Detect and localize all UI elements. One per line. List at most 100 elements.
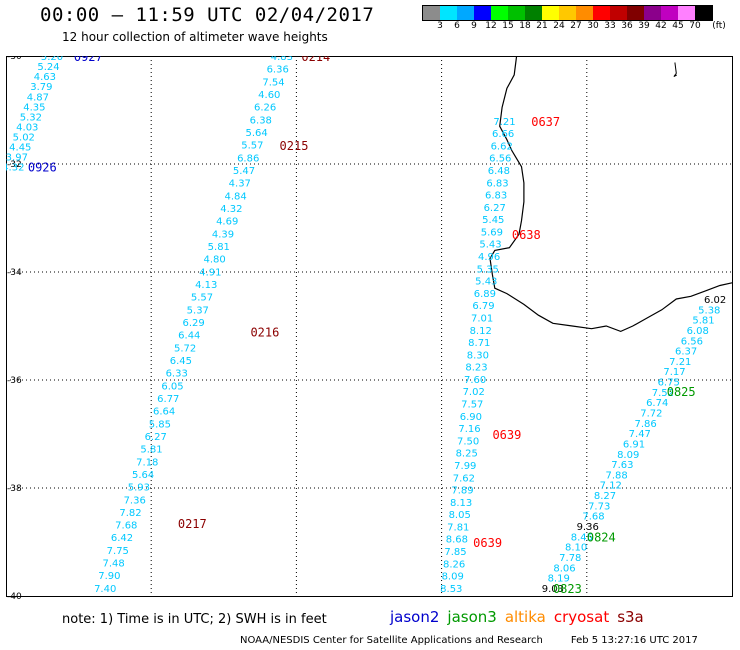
swh-value: 4.96	[478, 252, 500, 263]
swh-value: 5.57	[191, 293, 213, 304]
page-title: 00:00 – 11:59 UTC 02/04/2017	[40, 4, 375, 26]
swh-value: 5.93	[128, 483, 150, 494]
lat-lon-grid	[6, 56, 733, 597]
swh-value: 5.38	[698, 305, 720, 316]
swh-value: 6.86	[237, 153, 259, 164]
pass-time-label: 0823	[553, 582, 582, 596]
swh-value: 5.72	[174, 343, 196, 354]
swh-value: 8.26	[443, 559, 465, 570]
swh-value: 7.73	[588, 501, 610, 512]
swh-value: 7.68	[115, 521, 137, 532]
axis-labels: 105108111114117120-30-32-34-36-38-40	[7, 56, 22, 600]
legend-swatch	[491, 6, 508, 20]
swh-value: 8.13	[450, 498, 472, 509]
swh-value: 7.99	[454, 461, 476, 472]
swh-value: 6.42	[111, 533, 133, 544]
swh-value: 4.84	[224, 191, 246, 202]
swh-value: 6.44	[178, 331, 200, 342]
legend-tick-label: 6	[454, 21, 460, 31]
swh-value: 7.89	[451, 486, 473, 497]
swh-value: 8.27	[594, 491, 616, 502]
legend-swatch	[661, 6, 678, 20]
swh-value: 5.35	[477, 264, 499, 275]
swh-value: 6.90	[460, 412, 482, 423]
lat-tick-label: -34	[7, 268, 22, 278]
swh-value: 5.64	[245, 128, 267, 139]
swh-value: 5.32	[20, 112, 42, 123]
swh-value: 6.37	[675, 347, 697, 358]
legend-swatch	[440, 6, 457, 20]
legend-tick-label: 39	[638, 21, 650, 31]
swh-value: 7.17	[663, 367, 685, 378]
swh-value: 8.68	[446, 535, 468, 546]
swh-value: 7.85	[444, 547, 466, 558]
swh-value: 7.75	[107, 546, 129, 557]
swh-legend-ticks: 3 6 9 12 15 18 21 24 27 30 33 36 39 42 45 70 (ft)	[422, 21, 740, 33]
swh-value: 6.27	[145, 432, 167, 443]
swh-value: 3.79	[30, 82, 52, 93]
swh-value: 5.47	[233, 166, 255, 177]
swh-value: 4.91	[199, 267, 221, 278]
swh-value: 7.52	[652, 388, 674, 399]
generated-timestamp: Feb 5 13:27:16 UTC 2017	[570, 635, 698, 646]
swh-value: 9.03	[542, 584, 564, 595]
swh-value: 7.36	[124, 495, 146, 506]
swh-value: 6.74	[646, 398, 668, 409]
legend-tick-label: 24	[553, 21, 565, 31]
legend-tick-label: 18	[519, 21, 531, 31]
swh-value: 6.79	[472, 301, 494, 312]
lat-tick-label: -30	[7, 56, 22, 62]
swh-value: 6.62	[491, 141, 513, 152]
credit-line: NOAA/NESDIS Center for Satellite Applica…	[240, 635, 698, 646]
swh-value: 8.45	[571, 532, 593, 543]
swh-value: 4.83	[271, 56, 293, 63]
swh-value: 4.39	[212, 229, 234, 240]
swh-value: 6.45	[170, 356, 192, 367]
legend-unit: (ft)	[712, 21, 726, 31]
altimeter-map[interactable]: 105108111114117120-30-32-34-36-38-40 5.2…	[6, 56, 734, 600]
swh-value: 5.64	[132, 470, 154, 481]
legend-swatch	[593, 6, 610, 20]
swh-value: 4.63	[34, 72, 56, 83]
swh-value: 7.40	[94, 584, 116, 595]
legend-tick-label: 30	[587, 21, 599, 31]
swh-value: 6.56	[681, 336, 703, 347]
swh-value: 6.77	[157, 394, 179, 405]
legend-tick-label: 3	[437, 21, 443, 31]
swh-value: 5.20	[41, 56, 63, 63]
credit-text: NOAA/NESDIS Center for Satellite Applica…	[240, 635, 543, 646]
swh-value: 8.05	[449, 510, 471, 521]
swh-value: 6.33	[166, 369, 188, 380]
pass-time-label: 0825	[667, 385, 696, 399]
legend-swatch	[627, 6, 644, 20]
swh-value: 7.12	[600, 481, 622, 492]
swh-value: 6.05	[161, 381, 183, 392]
swh-value: 7.60	[464, 375, 486, 386]
swh-value: 6.75	[658, 378, 680, 389]
satellite-legend-item: s3a	[617, 608, 644, 626]
swh-value: 8.09	[442, 572, 464, 583]
swh-value: 5.24	[37, 62, 59, 73]
swh-value: 7.63	[611, 460, 633, 471]
legend-swatch	[610, 6, 627, 20]
lat-tick-label: -38	[7, 484, 22, 494]
swh-value: 5.45	[482, 215, 504, 226]
legend-swatch	[525, 6, 542, 20]
pass-time-label: 0639	[473, 536, 502, 550]
legend-swatch	[678, 6, 695, 20]
legend-swatch	[542, 6, 559, 20]
pass-time-label: 0215	[280, 139, 309, 153]
legend-swatch	[644, 6, 661, 20]
swh-value: 4.87	[27, 92, 49, 103]
legend-swatch	[457, 6, 474, 20]
wave-height-observations: 5.205.244.633.794.874.355.324.035.024.45…	[6, 56, 726, 595]
swh-value: 5.81	[692, 316, 714, 327]
legend-tick-label: 21	[536, 21, 548, 31]
swh-value: 6.02	[704, 295, 726, 306]
pass-time-label: 0639	[492, 428, 521, 442]
legend-swatch	[695, 6, 712, 20]
swh-value: 4.80	[203, 255, 225, 266]
swh-value: 6.83	[486, 178, 508, 189]
swh-value: 8.19	[548, 574, 570, 585]
swh-value: 7.47	[629, 429, 651, 440]
